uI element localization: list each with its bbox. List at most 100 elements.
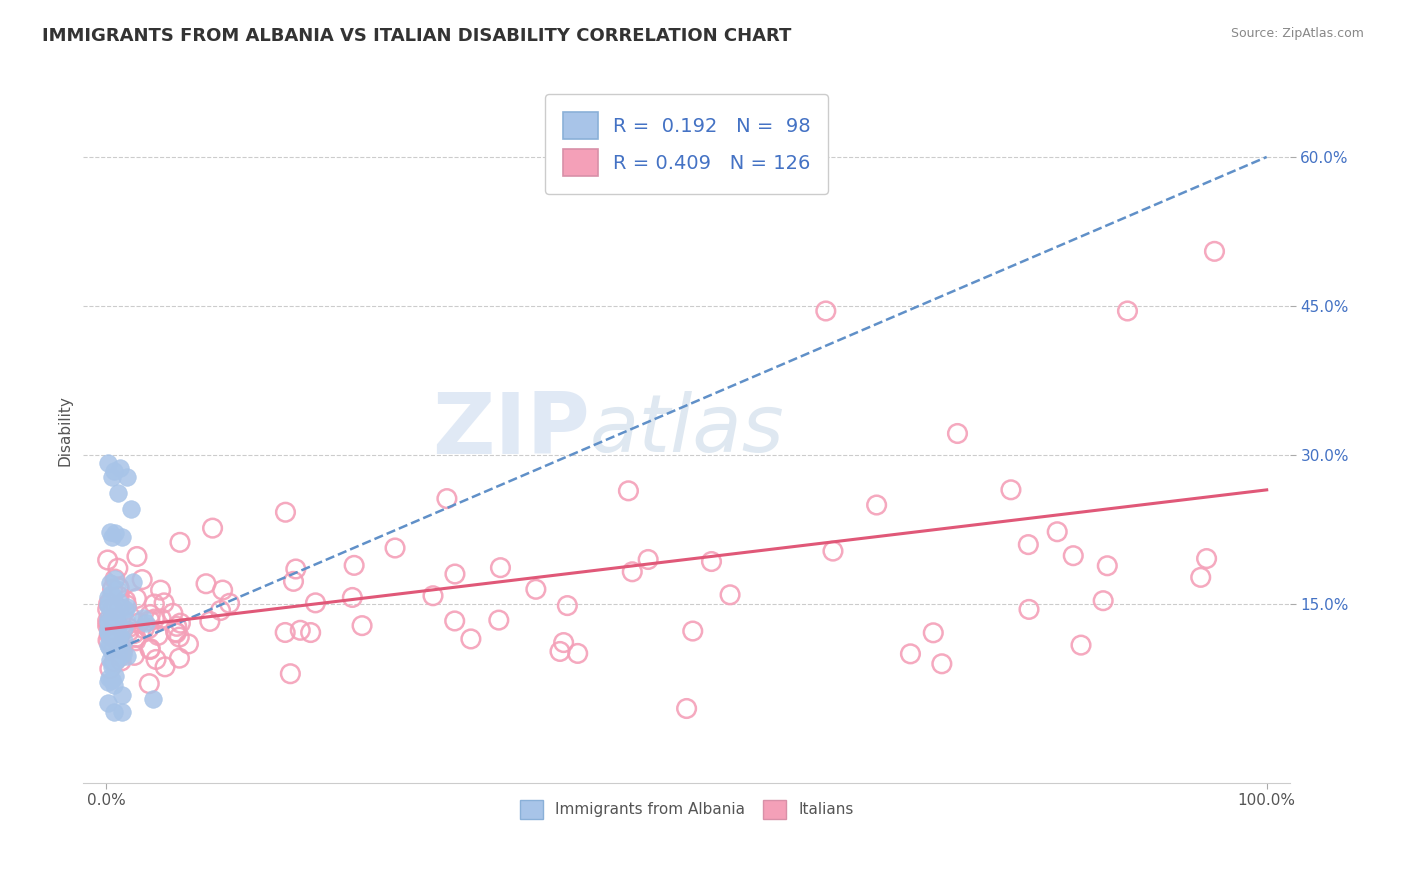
Point (118, 624, 141, 639)
Point (98, 525, 121, 540)
Point (488, 613, 510, 627)
Point (177, 637, 200, 651)
Point (97, 602, 120, 616)
Point (290, 624, 312, 638)
Text: atlas: atlas (591, 392, 785, 469)
Point (97, 456, 120, 470)
Point (1046, 524, 1069, 539)
Point (443, 614, 465, 628)
Point (1062, 549, 1084, 563)
Point (105, 653, 128, 667)
Point (97, 614, 120, 628)
Point (98, 627, 121, 641)
Point (489, 560, 512, 574)
Point (283, 574, 305, 589)
Point (100, 641, 122, 656)
Point (97, 633, 120, 648)
Point (162, 607, 184, 621)
Point (117, 600, 139, 615)
Point (114, 613, 136, 627)
Point (149, 583, 172, 598)
Point (218, 596, 240, 610)
Point (103, 640, 125, 655)
Point (280, 666, 302, 681)
Point (548, 644, 571, 658)
Point (100, 642, 122, 657)
Point (304, 596, 326, 610)
Point (115, 598, 138, 612)
Point (101, 602, 124, 616)
Point (107, 581, 129, 595)
Point (211, 583, 233, 598)
Point (1000, 483, 1022, 497)
Point (103, 655, 125, 669)
Point (104, 615, 127, 629)
Point (97, 597, 120, 611)
Point (299, 625, 322, 640)
Point (120, 501, 142, 516)
Point (100, 632, 122, 647)
Point (352, 618, 374, 632)
Point (682, 624, 704, 638)
Point (98, 615, 121, 630)
Point (718, 588, 741, 602)
Point (821, 544, 844, 558)
Point (1204, 244, 1226, 259)
Point (150, 612, 173, 626)
Point (98, 615, 121, 629)
Point (198, 615, 221, 629)
Point (97, 616, 120, 631)
Point (103, 612, 125, 626)
Point (103, 639, 125, 653)
Point (104, 632, 127, 647)
Point (146, 628, 169, 642)
Point (1116, 304, 1139, 318)
Point (274, 505, 297, 519)
Point (103, 589, 125, 603)
Point (108, 639, 131, 653)
Point (122, 626, 145, 640)
Point (139, 641, 162, 656)
Point (124, 648, 146, 663)
Point (422, 589, 444, 603)
Point (104, 624, 127, 639)
Point (101, 591, 124, 605)
Point (115, 470, 138, 484)
Point (108, 629, 131, 643)
Point (110, 640, 132, 654)
Point (97, 696, 120, 710)
Point (110, 654, 132, 668)
Point (100, 645, 122, 659)
Y-axis label: Disability: Disability (58, 395, 72, 466)
Point (111, 688, 134, 702)
Point (101, 607, 124, 621)
Point (100, 627, 122, 641)
Point (101, 643, 124, 657)
Point (103, 601, 125, 615)
Point (97, 597, 120, 611)
Point (101, 624, 124, 638)
Point (169, 630, 191, 644)
Point (101, 673, 124, 688)
Point (107, 594, 129, 608)
Point (111, 642, 134, 657)
Point (114, 593, 136, 607)
Point (97, 638, 120, 652)
Point (107, 638, 129, 652)
Point (343, 558, 366, 573)
Point (100, 660, 122, 674)
Point (284, 562, 307, 576)
Point (153, 660, 176, 674)
Point (107, 632, 129, 646)
Point (105, 620, 128, 634)
Point (108, 581, 131, 595)
Point (111, 530, 134, 544)
Point (142, 691, 165, 706)
Point (637, 552, 659, 566)
Point (101, 628, 124, 642)
Point (98, 653, 121, 667)
Point (112, 634, 135, 648)
Point (105, 603, 128, 617)
Point (108, 601, 131, 615)
Point (97, 671, 120, 685)
